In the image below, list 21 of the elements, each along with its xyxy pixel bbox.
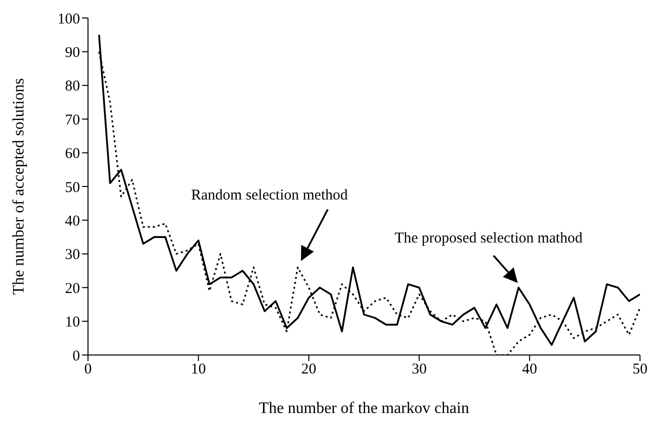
y-tick-label: 0 [72,348,80,364]
y-tick-label: 100 [58,11,80,28]
x-tick-label: 30 [412,362,427,378]
x-tick-label: 40 [522,362,538,378]
y-tick-label: 70 [65,112,80,128]
x-tick-label: 10 [190,362,206,378]
y-tick-label: 10 [65,314,80,331]
annotation: Random selection method [191,187,348,204]
x-tick-label: 50 [632,362,648,378]
annotation: The proposed selection mathod [394,230,583,247]
y-tick-label: 80 [65,78,80,95]
y-tick-label: 50 [65,180,80,196]
y-tick-label: 60 [65,146,80,162]
y-tick-label: 20 [65,280,80,297]
x-tick-label: 0 [84,362,92,378]
y-tick-label: 30 [65,247,80,264]
y-tick-label: 40 [65,214,80,230]
x-axis-title: The number of the markov chain [258,400,470,417]
x-tick-label: 20 [301,362,316,378]
y-tick-label: 90 [65,45,80,62]
y-axis-title: The number of accepted solutions [10,78,28,295]
